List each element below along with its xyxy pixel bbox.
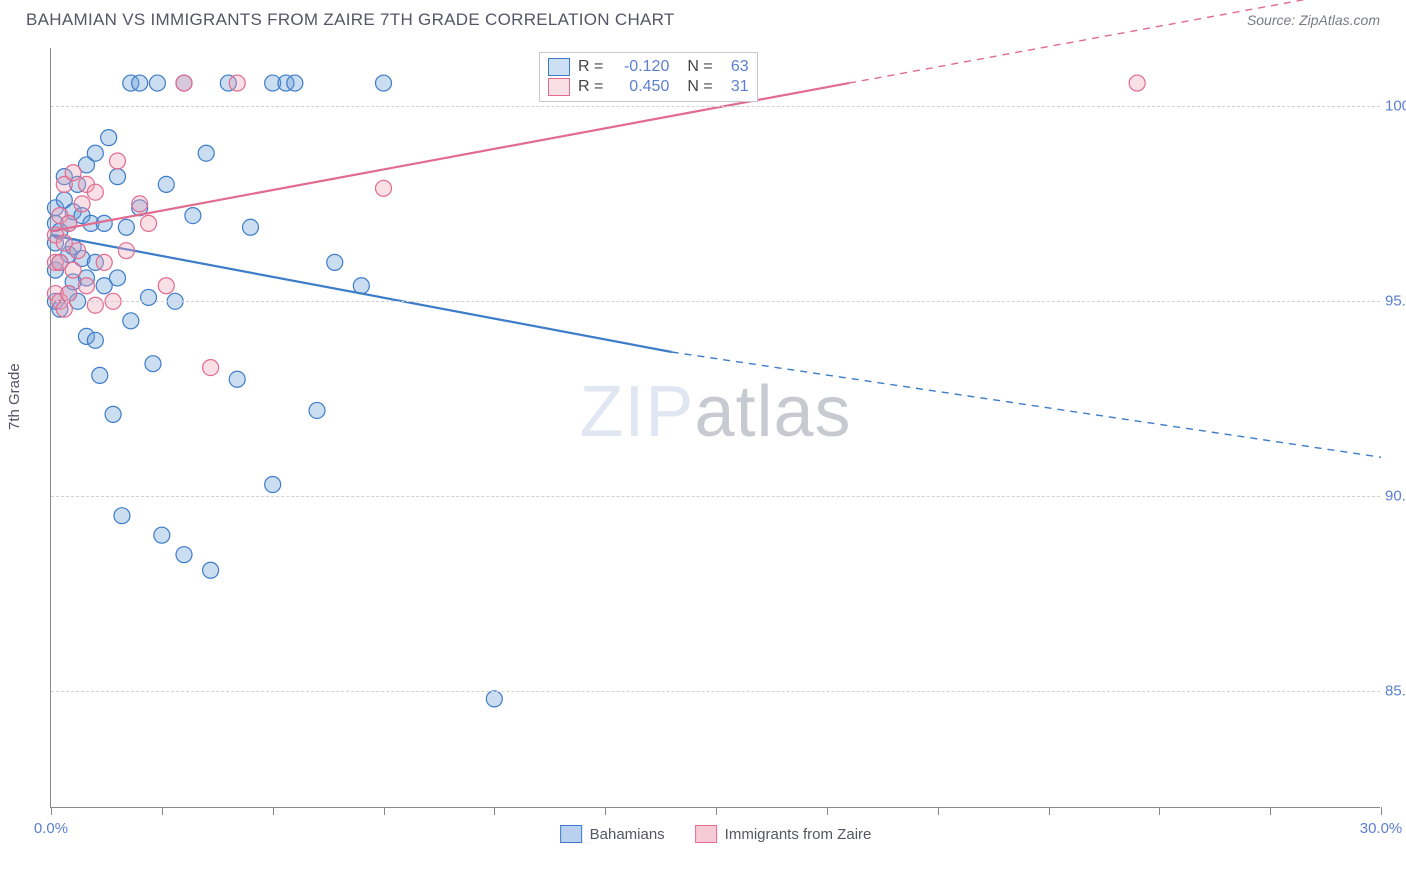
y-axis-label: 7th Grade <box>6 363 23 430</box>
x-tick <box>273 807 274 815</box>
x-tick-label: 0.0% <box>34 820 68 837</box>
x-tick <box>827 807 828 815</box>
x-tick <box>51 807 52 815</box>
chart-title: BAHAMIAN VS IMMIGRANTS FROM ZAIRE 7TH GR… <box>26 10 675 30</box>
stat-label: N = <box>687 58 712 76</box>
series-swatch <box>548 78 570 96</box>
chart-plot-area: ZIPatlas R =-0.120N =63R =0.450N =31 Bah… <box>50 48 1380 808</box>
gridline <box>51 301 1380 302</box>
x-tick-label: 30.0% <box>1360 820 1403 837</box>
gridline <box>51 496 1380 497</box>
legend-item: Bahamians <box>560 825 665 843</box>
stat-label: N = <box>687 78 712 96</box>
x-tick <box>1049 807 1050 815</box>
scatter-plot-svg <box>51 48 1380 807</box>
gridline <box>51 106 1380 107</box>
legend-swatch <box>695 825 717 843</box>
stats-row: R = 0.450 N = 31 <box>548 77 749 97</box>
stat-n-value: 63 <box>721 58 749 76</box>
series-swatch <box>548 58 570 76</box>
legend-label: Bahamians <box>590 826 665 843</box>
legend-item: Immigrants from Zaire <box>695 825 872 843</box>
x-tick <box>938 807 939 815</box>
legend-swatch <box>560 825 582 843</box>
y-tick-label: 100.0% <box>1385 98 1406 115</box>
y-tick-label: 95.0% <box>1385 293 1406 310</box>
stat-r-value: 0.450 <box>611 78 669 96</box>
y-tick-label: 90.0% <box>1385 488 1406 505</box>
x-tick <box>494 807 495 815</box>
x-tick <box>162 807 163 815</box>
x-tick <box>1159 807 1160 815</box>
source-attribution: Source: ZipAtlas.com <box>1247 12 1380 28</box>
correlation-stats-box: R = -0.120 N = 63 R = 0.450 N = 31 <box>539 52 758 102</box>
stat-n-value: 31 <box>721 78 749 96</box>
legend: Bahamians Immigrants from Zaire <box>560 825 872 843</box>
x-tick <box>384 807 385 815</box>
x-tick <box>716 807 717 815</box>
legend-label: Immigrants from Zaire <box>725 826 872 843</box>
stat-r-value: -0.120 <box>611 58 669 76</box>
x-tick <box>605 807 606 815</box>
stats-row: R = -0.120 N = 63 <box>548 57 749 77</box>
x-tick <box>1270 807 1271 815</box>
stat-label: R = <box>578 58 603 76</box>
stat-label: R = <box>578 78 603 96</box>
gridline <box>51 691 1380 692</box>
y-tick-label: 85.0% <box>1385 683 1406 700</box>
x-tick <box>1381 807 1382 815</box>
